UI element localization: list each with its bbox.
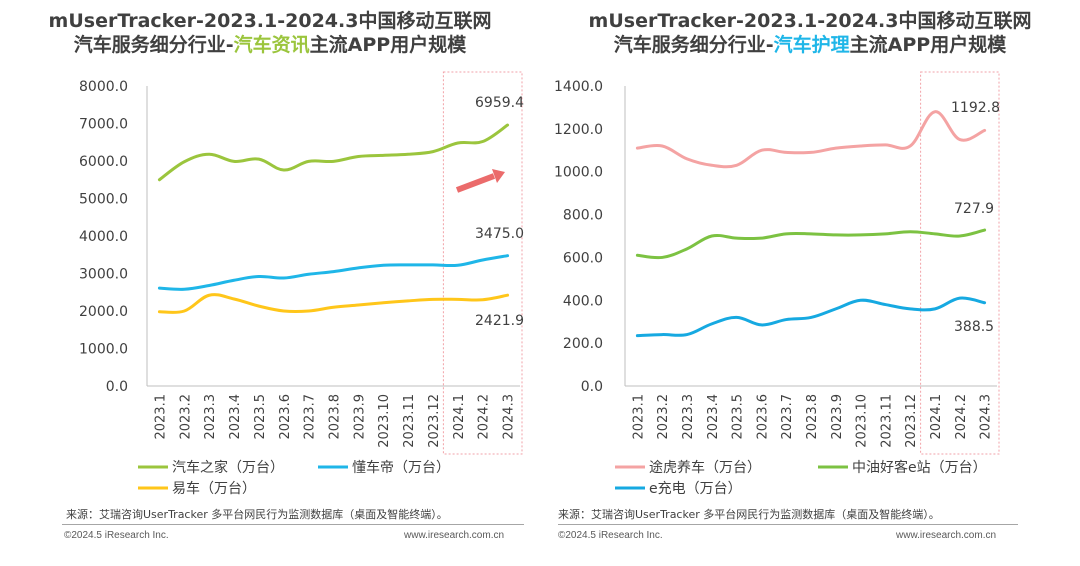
x-tick-label: 2023.1: [631, 394, 646, 440]
x-tick-label: 2023.2: [656, 394, 671, 440]
title-highlight: 汽车资讯: [233, 34, 310, 56]
end-value-label: 6959.4: [475, 95, 524, 111]
y-tick-label: 6000.0: [79, 154, 128, 170]
series-line: [157, 254, 510, 291]
chart-title-line1: mUserTracker-2023.1-2024.3中国移动互联网: [48, 10, 492, 32]
y-tick-label: 5000.0: [79, 192, 128, 208]
title-highlight: 汽车护理: [773, 34, 850, 56]
y-tick-label: 200.0: [563, 336, 603, 352]
line-chart-auto-care: 0.0 200.0 400.0 600.0 800.0 1000.0 1200.0 1400.…: [554, 71, 1000, 497]
x-tick-label: 2024.1: [929, 394, 944, 440]
y-tick-label: 1400.0: [554, 79, 603, 95]
chart-title-line1: mUserTracker-2023.1-2024.3中国移动互联网: [588, 10, 1032, 32]
x-tick-label: 2023.4: [228, 394, 243, 440]
y-tick-label: 3000.0: [79, 267, 128, 283]
legend-label: 途虎养车（万台）: [649, 459, 761, 476]
legend-label: 汽车之家（万台）: [172, 459, 284, 476]
trend-arrow-head: [492, 169, 505, 183]
title-prefix: 汽车服务细分行业-: [613, 34, 774, 56]
y-tick-label: 400.0: [563, 293, 603, 309]
x-tick-label: 2023.12: [427, 394, 442, 448]
x-tick-label: 2024.2: [954, 394, 969, 440]
x-tick-label: 2023.6: [755, 394, 770, 440]
chart-title-right: mUserTracker-2023.1-2024.3中国移动互联网 汽车服务细分…: [540, 9, 1080, 57]
line-chart-auto-news: 0.0 1000.0 2000.0 3000.0 4000.0 5000.0 6000.0 7…: [79, 71, 524, 497]
x-tick-label: 2023.5: [253, 394, 268, 440]
end-value-label: 3475.0: [475, 226, 524, 242]
highlight-box: [920, 71, 1000, 455]
x-tick-label: 2023.11: [402, 394, 417, 448]
chart-title-line2: 汽车服务细分行业-汽车护理主流APP用户规模: [540, 33, 1080, 57]
end-value-label: 1192.8: [951, 100, 1000, 116]
series-line: [635, 296, 987, 338]
x-tick-label: 2023.1: [153, 394, 168, 440]
y-tick-label: 0.0: [581, 379, 603, 395]
y-tick-label: 1000.0: [554, 165, 603, 181]
x-tick-label: 2023.10: [855, 394, 870, 448]
x-tick-label: 2024.3: [502, 394, 517, 440]
title-suffix: 主流APP用户规模: [309, 34, 467, 56]
title-prefix: 汽车服务细分行业-: [73, 34, 234, 56]
chart-panel-left: mUserTracker-2023.1-2024.3中国移动互联网 汽车服务细分…: [0, 9, 540, 541]
end-value-label: 388.5: [954, 319, 994, 335]
x-tick-label: 2024.3: [979, 394, 994, 440]
highlight-box: [442, 71, 523, 455]
footer-divider: [558, 524, 1018, 525]
y-tick-label: 4000.0: [79, 229, 128, 245]
x-tick-label: 2023.3: [681, 394, 696, 440]
y-tick-label: 800.0: [563, 208, 603, 224]
y-tick-label: 1000.0: [79, 342, 128, 358]
chart-title-left: mUserTracker-2023.1-2024.3中国移动互联网 汽车服务细分…: [0, 9, 540, 57]
x-tick-label: 2023.4: [706, 394, 721, 440]
y-tick-label: 8000.0: [79, 79, 128, 95]
series-line: [635, 228, 987, 260]
x-tick-label: 2023.5: [731, 394, 746, 440]
x-tick-label: 2023.11: [879, 394, 894, 448]
end-value-label: 2421.9: [475, 313, 524, 329]
series-line: [635, 110, 987, 169]
x-tick-label: 2023.3: [203, 394, 218, 440]
x-tick-label: 2023.7: [303, 394, 318, 440]
y-tick-label: 600.0: [563, 250, 603, 266]
x-tick-label: 2023.2: [178, 394, 193, 440]
copyright: ©2024.5 iResearch Inc.: [64, 530, 169, 541]
x-tick-label: 2023.12: [904, 394, 919, 448]
website: www.iresearch.com.cn: [404, 530, 505, 541]
website: www.iresearch.com.cn: [896, 530, 997, 541]
footer-divider: [62, 524, 524, 525]
x-tick-label: 2023.7: [780, 394, 795, 440]
legend-label: e充电（万台）: [649, 481, 742, 497]
x-tick-label: 2023.8: [805, 394, 820, 440]
source-note: 来源：艾瑞咨询UserTracker 多平台网民行为监测数据库（桌面及智能终端）…: [66, 508, 448, 521]
x-tick-label: 2023.9: [830, 394, 845, 440]
legend-label: 中油好客e站（万台）: [852, 459, 987, 476]
chart-panel-right: mUserTracker-2023.1-2024.3中国移动互联网 汽车服务细分…: [540, 0, 1080, 566]
x-tick-label: 2023.10: [377, 394, 392, 448]
copyright: ©2024.5 iResearch Inc.: [558, 530, 663, 541]
y-tick-label: 1200.0: [554, 122, 603, 138]
x-tick-label: 2023.8: [328, 394, 343, 440]
series-line: [157, 293, 510, 315]
x-tick-label: 2023.9: [352, 394, 367, 440]
y-tick-label: 7000.0: [79, 117, 128, 133]
x-tick-label: 2024.2: [477, 394, 492, 440]
x-tick-label: 2024.1: [452, 394, 467, 440]
chart-title-line2: 汽车服务细分行业-汽车资讯主流APP用户规模: [0, 33, 540, 57]
y-tick-label: 2000.0: [79, 304, 128, 320]
y-tick-label: 0.0: [106, 379, 128, 395]
legend-label: 懂车帝（万台）: [352, 459, 450, 476]
series-line: [157, 123, 510, 182]
x-tick-label: 2023.6: [278, 394, 293, 440]
end-value-label: 727.9: [954, 201, 994, 217]
title-suffix: 主流APP用户规模: [849, 34, 1007, 56]
legend-label: 易车（万台）: [172, 480, 256, 497]
trend-arrow-shaft: [455, 173, 496, 193]
source-note: 来源：艾瑞咨询UserTracker 多平台网民行为监测数据库（桌面及智能终端）…: [558, 508, 940, 521]
